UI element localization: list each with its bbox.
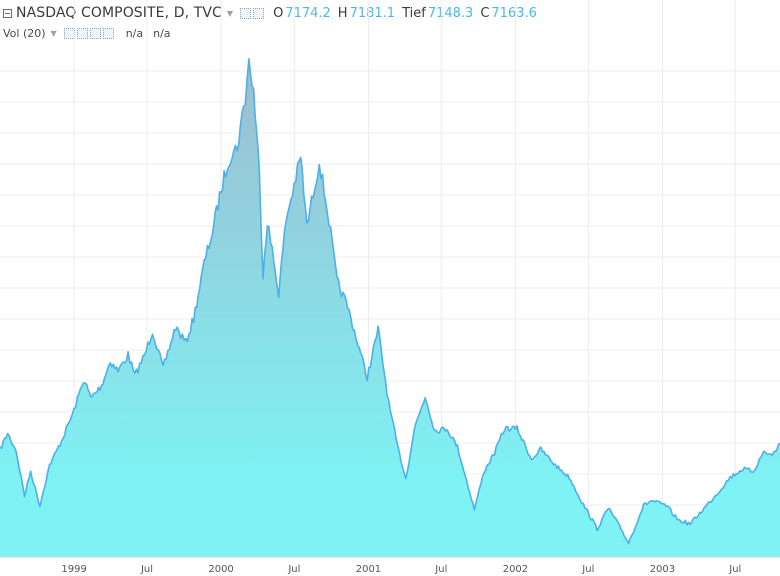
x-tick-label: Jul (287, 564, 300, 575)
x-tick-label: 2000 (208, 564, 233, 575)
x-axis: 1999 Jul 2000 Jul 2001 Jul 2002 Jul 2003 Jul (61, 564, 741, 575)
x-tick-label: 2003 (650, 564, 675, 575)
x-tick-label: Jul (434, 564, 447, 575)
x-tick-label: Jul (728, 564, 741, 575)
x-tick-label: 2002 (503, 564, 528, 575)
x-tick-label: Jul (581, 564, 594, 575)
x-tick-label: Jul (140, 564, 153, 575)
x-tick-label: 1999 (61, 564, 86, 575)
price-area (0, 59, 780, 557)
x-tick-label: 2001 (356, 564, 381, 575)
